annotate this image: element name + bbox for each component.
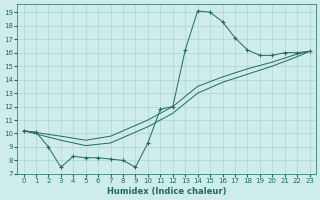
X-axis label: Humidex (Indice chaleur): Humidex (Indice chaleur) [107,187,226,196]
